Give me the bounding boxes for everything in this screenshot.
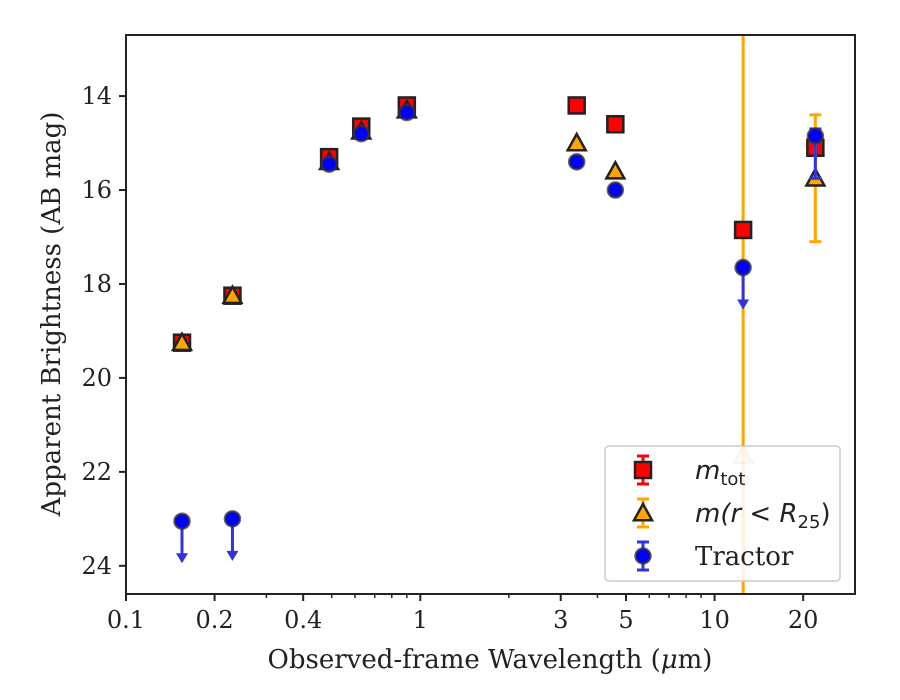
triangle-marker <box>170 331 194 352</box>
square-marker <box>567 96 586 115</box>
circle-marker <box>567 153 586 171</box>
circle-marker <box>352 124 370 143</box>
x-tick-label: 0.2 <box>196 606 234 634</box>
mtot-point <box>733 220 753 240</box>
chart-marks <box>170 35 827 594</box>
x-tick-label: 10 <box>699 606 730 634</box>
legend-label-mr25: m(r < R25) <box>695 499 831 533</box>
y-tick-label: 24 <box>81 552 112 580</box>
upper-limit-arrowhead <box>737 299 750 310</box>
triangle-marker <box>565 131 588 152</box>
tractor-point <box>734 258 752 310</box>
legend-entry-mtot: mtot <box>633 454 745 490</box>
triangle-marker <box>631 501 655 522</box>
x-tick-label: 1 <box>413 606 428 634</box>
series-mtot <box>172 96 825 352</box>
mtot-point <box>567 96 586 115</box>
x-tick-label: 5 <box>618 606 633 634</box>
y-tick-label: 14 <box>81 82 112 110</box>
circle-marker <box>734 258 752 277</box>
mr25-point <box>221 284 244 305</box>
x-tick-label: 0.1 <box>107 606 145 634</box>
y-tick-label: 16 <box>81 176 112 204</box>
y-tick-label: 22 <box>81 458 112 486</box>
tractor-point <box>398 103 416 122</box>
mtot-point <box>606 115 625 134</box>
circle-marker <box>806 127 825 145</box>
y-tick-label: 20 <box>81 364 112 392</box>
square-marker <box>733 220 753 240</box>
x-tick-label: 3 <box>553 606 568 634</box>
upper-limit-arrowhead <box>176 553 189 564</box>
y-tick-label: 18 <box>81 270 112 298</box>
square-marker <box>606 115 625 134</box>
triangle-marker <box>604 159 627 180</box>
legend-box <box>604 445 841 582</box>
x-tick-label: 0.4 <box>284 606 322 634</box>
y-axis-label: Apparent Brightness (AB mag) <box>37 112 67 518</box>
tractor-point <box>173 512 191 564</box>
legend-entry-mr25: m(r < R25) <box>631 497 831 533</box>
circle-marker <box>606 181 625 199</box>
upper-limit-arrowhead <box>226 550 239 561</box>
tractor-point <box>606 181 625 199</box>
mr25-point <box>170 331 194 352</box>
series-mr25 <box>170 98 827 464</box>
legend-label-mtot: mtot <box>695 456 745 490</box>
plot-frame <box>125 34 856 595</box>
tractor-point <box>806 127 825 180</box>
circle-marker <box>173 512 191 530</box>
tractor-point <box>567 153 586 171</box>
circle-marker <box>398 103 416 122</box>
legend-entry-tractor: Tractor <box>634 540 794 572</box>
circle-marker <box>223 510 242 528</box>
square-marker <box>633 460 653 480</box>
circle-marker <box>320 155 338 173</box>
mr25-point <box>604 159 627 180</box>
axis-ticks: 0.1 0.2 0.4 1 3 5 10 20 14 16 18 20 22 24 <box>81 82 818 634</box>
legend: mtot m(r < R25) Tractor <box>604 445 841 582</box>
triangle-marker <box>221 284 244 305</box>
tractor-point <box>352 124 370 143</box>
x-tick-label: 20 <box>788 606 819 634</box>
legend-label-tractor: Tractor <box>695 542 794 572</box>
tractor-point <box>223 510 242 561</box>
tractor-point <box>320 155 338 173</box>
mr25-point <box>565 131 588 152</box>
series-tractor <box>173 103 825 564</box>
x-axis-label: Observed-frame Wavelength (μm) <box>268 645 713 675</box>
circle-marker <box>634 547 652 565</box>
